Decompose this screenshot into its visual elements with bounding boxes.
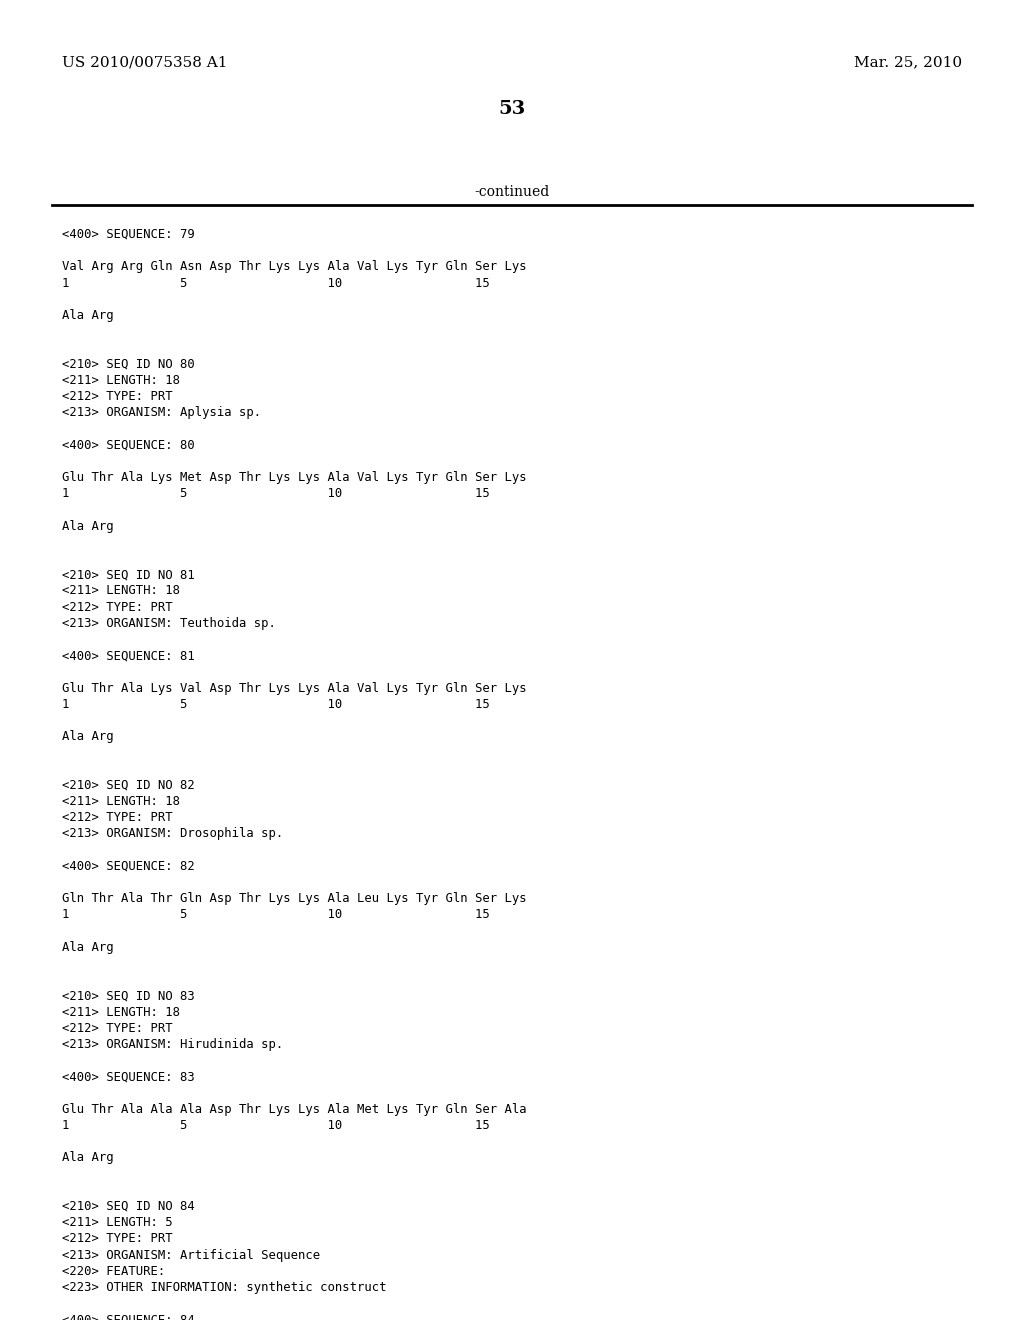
Text: <212> TYPE: PRT: <212> TYPE: PRT bbox=[62, 812, 173, 824]
Text: <212> TYPE: PRT: <212> TYPE: PRT bbox=[62, 601, 173, 614]
Text: Ala Arg: Ala Arg bbox=[62, 520, 114, 532]
Text: <211> LENGTH: 5: <211> LENGTH: 5 bbox=[62, 1216, 173, 1229]
Text: Ala Arg: Ala Arg bbox=[62, 309, 114, 322]
Text: <400> SEQUENCE: 79: <400> SEQUENCE: 79 bbox=[62, 228, 195, 242]
Text: Gln Thr Ala Thr Gln Asp Thr Lys Lys Ala Leu Lys Tyr Gln Ser Lys: Gln Thr Ala Thr Gln Asp Thr Lys Lys Ala … bbox=[62, 892, 526, 906]
Text: <400> SEQUENCE: 81: <400> SEQUENCE: 81 bbox=[62, 649, 195, 663]
Text: <213> ORGANISM: Hirudinida sp.: <213> ORGANISM: Hirudinida sp. bbox=[62, 1038, 284, 1051]
Text: Ala Arg: Ala Arg bbox=[62, 941, 114, 954]
Text: <210> SEQ ID NO 83: <210> SEQ ID NO 83 bbox=[62, 990, 195, 1002]
Text: <210> SEQ ID NO 82: <210> SEQ ID NO 82 bbox=[62, 779, 195, 792]
Text: Glu Thr Ala Ala Ala Asp Thr Lys Lys Ala Met Lys Tyr Gln Ser Ala: Glu Thr Ala Ala Ala Asp Thr Lys Lys Ala … bbox=[62, 1102, 526, 1115]
Text: Val Arg Arg Gln Asn Asp Thr Lys Lys Ala Val Lys Tyr Gln Ser Lys: Val Arg Arg Gln Asn Asp Thr Lys Lys Ala … bbox=[62, 260, 526, 273]
Text: <210> SEQ ID NO 84: <210> SEQ ID NO 84 bbox=[62, 1200, 195, 1213]
Text: <400> SEQUENCE: 82: <400> SEQUENCE: 82 bbox=[62, 859, 195, 873]
Text: -continued: -continued bbox=[474, 185, 550, 199]
Text: 1               5                   10                  15: 1 5 10 15 bbox=[62, 487, 489, 500]
Text: Glu Thr Ala Lys Val Asp Thr Lys Lys Ala Val Lys Tyr Gln Ser Lys: Glu Thr Ala Lys Val Asp Thr Lys Lys Ala … bbox=[62, 681, 526, 694]
Text: <213> ORGANISM: Artificial Sequence: <213> ORGANISM: Artificial Sequence bbox=[62, 1249, 321, 1262]
Text: <211> LENGTH: 18: <211> LENGTH: 18 bbox=[62, 1006, 180, 1019]
Text: US 2010/0075358 A1: US 2010/0075358 A1 bbox=[62, 55, 227, 69]
Text: <223> OTHER INFORMATION: synthetic construct: <223> OTHER INFORMATION: synthetic const… bbox=[62, 1280, 386, 1294]
Text: <211> LENGTH: 18: <211> LENGTH: 18 bbox=[62, 795, 180, 808]
Text: <211> LENGTH: 18: <211> LENGTH: 18 bbox=[62, 585, 180, 598]
Text: <213> ORGANISM: Drosophila sp.: <213> ORGANISM: Drosophila sp. bbox=[62, 828, 284, 841]
Text: Ala Arg: Ala Arg bbox=[62, 1151, 114, 1164]
Text: <212> TYPE: PRT: <212> TYPE: PRT bbox=[62, 1022, 173, 1035]
Text: <210> SEQ ID NO 81: <210> SEQ ID NO 81 bbox=[62, 568, 195, 581]
Text: <400> SEQUENCE: 80: <400> SEQUENCE: 80 bbox=[62, 438, 195, 451]
Text: 53: 53 bbox=[499, 100, 525, 117]
Text: <220> FEATURE:: <220> FEATURE: bbox=[62, 1265, 165, 1278]
Text: <400> SEQUENCE: 83: <400> SEQUENCE: 83 bbox=[62, 1071, 195, 1084]
Text: <212> TYPE: PRT: <212> TYPE: PRT bbox=[62, 1233, 173, 1245]
Text: Ala Arg: Ala Arg bbox=[62, 730, 114, 743]
Text: <213> ORGANISM: Teuthoida sp.: <213> ORGANISM: Teuthoida sp. bbox=[62, 616, 275, 630]
Text: 1               5                   10                  15: 1 5 10 15 bbox=[62, 1119, 489, 1133]
Text: Mar. 25, 2010: Mar. 25, 2010 bbox=[854, 55, 962, 69]
Text: <213> ORGANISM: Aplysia sp.: <213> ORGANISM: Aplysia sp. bbox=[62, 407, 261, 420]
Text: <400> SEQUENCE: 84: <400> SEQUENCE: 84 bbox=[62, 1313, 195, 1320]
Text: <212> TYPE: PRT: <212> TYPE: PRT bbox=[62, 389, 173, 403]
Text: <211> LENGTH: 18: <211> LENGTH: 18 bbox=[62, 374, 180, 387]
Text: 1               5                   10                  15: 1 5 10 15 bbox=[62, 698, 489, 710]
Text: <210> SEQ ID NO 80: <210> SEQ ID NO 80 bbox=[62, 358, 195, 371]
Text: 1               5                   10                  15: 1 5 10 15 bbox=[62, 277, 489, 289]
Text: 1               5                   10                  15: 1 5 10 15 bbox=[62, 908, 489, 921]
Text: Glu Thr Ala Lys Met Asp Thr Lys Lys Ala Val Lys Tyr Gln Ser Lys: Glu Thr Ala Lys Met Asp Thr Lys Lys Ala … bbox=[62, 471, 526, 484]
